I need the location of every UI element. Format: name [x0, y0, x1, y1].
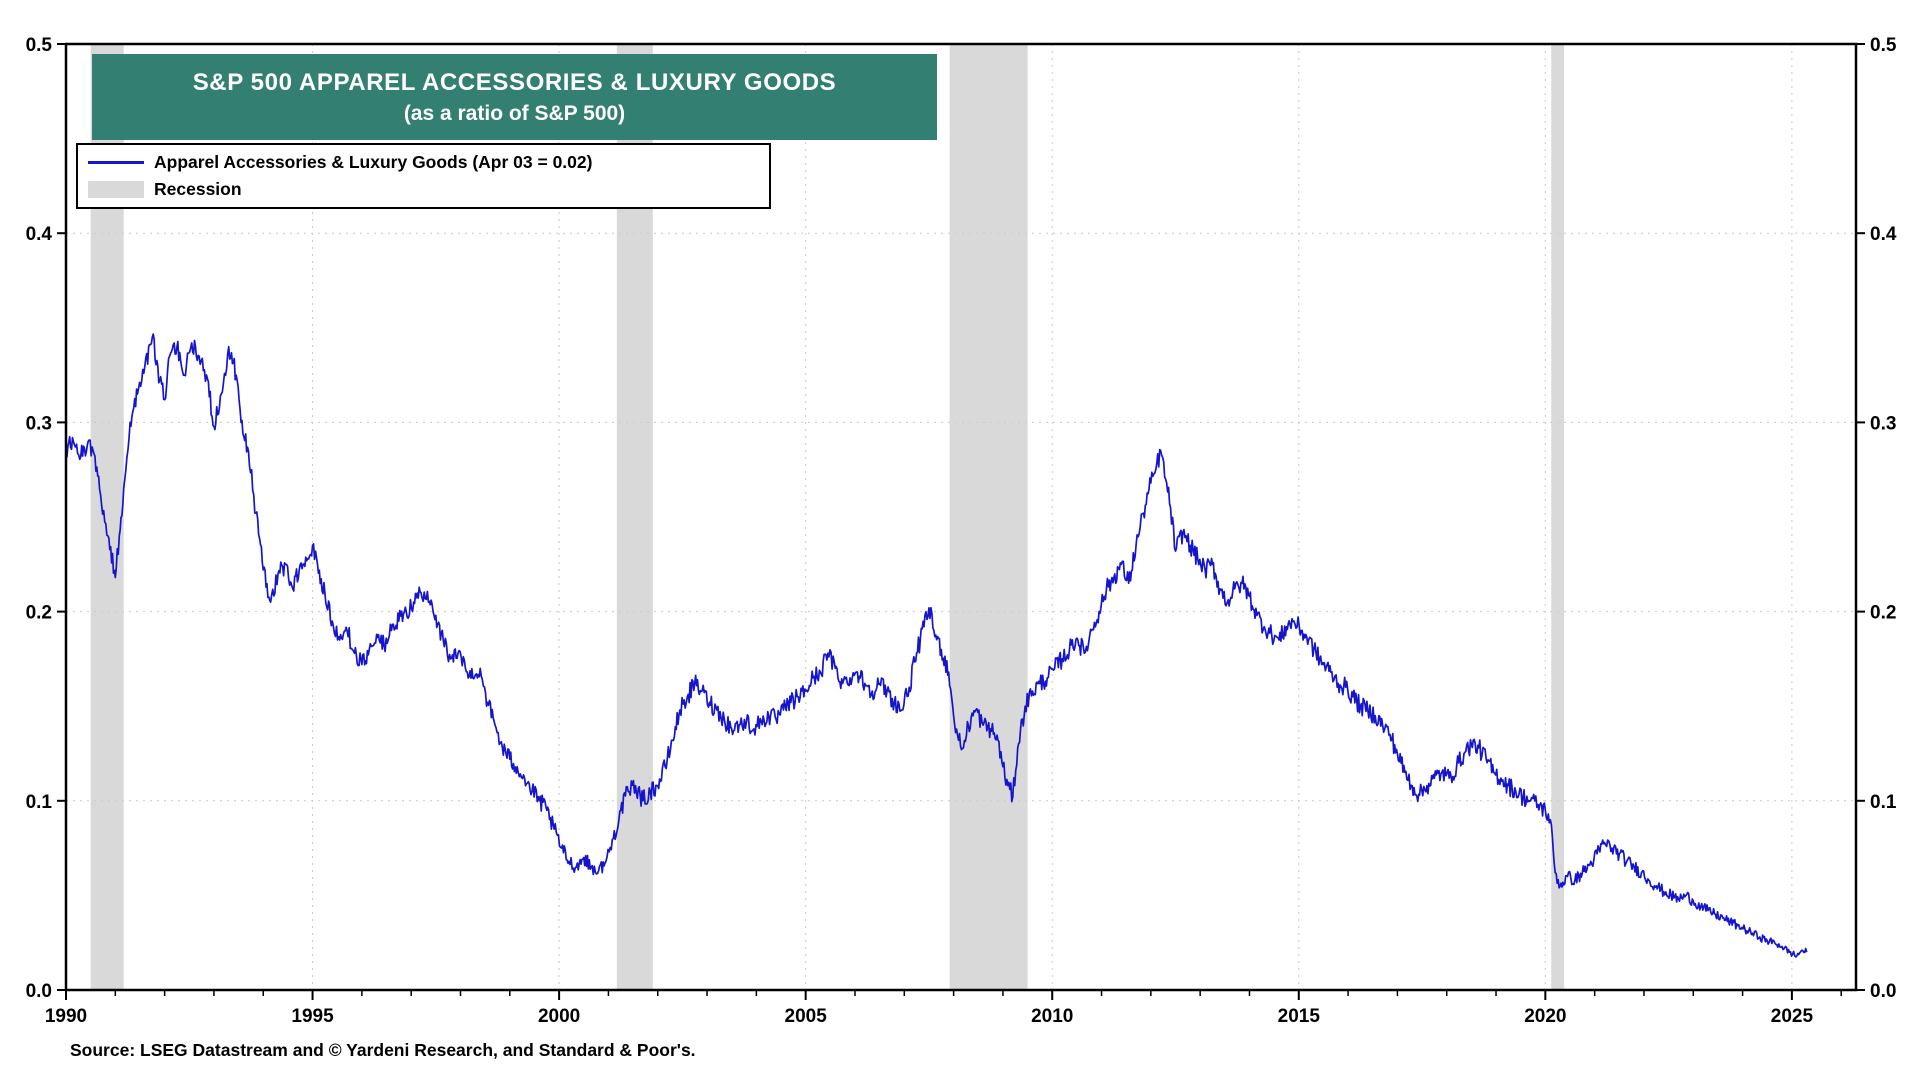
source-note: Source: LSEG Datastream and © Yardeni Re… [70, 1040, 696, 1060]
y-tick-label-right: 0.1 [1870, 792, 1897, 813]
y-tick-label-left: 0.1 [26, 792, 53, 813]
y-tick-label-left: 0.5 [26, 35, 53, 56]
x-tick-label: 2010 [1031, 1006, 1073, 1027]
recession-swatch [88, 181, 144, 198]
recession-band [949, 44, 1028, 990]
chart-title-box: S&P 500 APPAREL ACCESSORIES & LUXURY GOO… [92, 54, 937, 140]
y-tick-label-left: 0.4 [26, 224, 53, 245]
plot-border [64, 42, 1858, 992]
y-tick-label-right: 0.5 [1870, 35, 1897, 56]
y-tick-label-right: 0.3 [1870, 413, 1896, 434]
y-tick-label-left: 0.0 [26, 981, 52, 1002]
chart-title: S&P 500 APPAREL ACCESSORIES & LUXURY GOO… [192, 68, 837, 96]
x-tick-label: 2000 [538, 1006, 580, 1027]
chart-subtitle: (as a ratio of S&P 500) [403, 101, 626, 125]
recession-label: Recession [154, 179, 242, 199]
legend: Apparel Accessories & Luxury Goods (Apr … [76, 143, 771, 209]
y-tick-label-left: 0.2 [26, 603, 52, 624]
x-tick-label: 2005 [785, 1006, 828, 1027]
legend-row-recession: Recession [88, 176, 759, 203]
x-tick-label: 1990 [45, 1006, 87, 1027]
recession-band [1551, 44, 1565, 990]
series-line-swatch [88, 161, 144, 164]
series-line [65, 333, 1808, 958]
x-tick-label: 2015 [1278, 1006, 1321, 1027]
y-tick-label-right: 0.4 [1870, 224, 1897, 245]
y-tick-label-left: 0.3 [26, 413, 52, 434]
y-tick-label-right: 0.2 [1870, 603, 1896, 624]
series-label: Apparel Accessories & Luxury Goods (Apr … [154, 152, 593, 172]
y-tick-label-right: 0.0 [1870, 981, 1896, 1002]
x-tick-label: 2020 [1524, 1006, 1566, 1027]
legend-row-series: Apparel Accessories & Luxury Goods (Apr … [88, 149, 759, 176]
x-tick-label: 2025 [1771, 1006, 1814, 1027]
x-tick-label: 1995 [291, 1006, 334, 1027]
